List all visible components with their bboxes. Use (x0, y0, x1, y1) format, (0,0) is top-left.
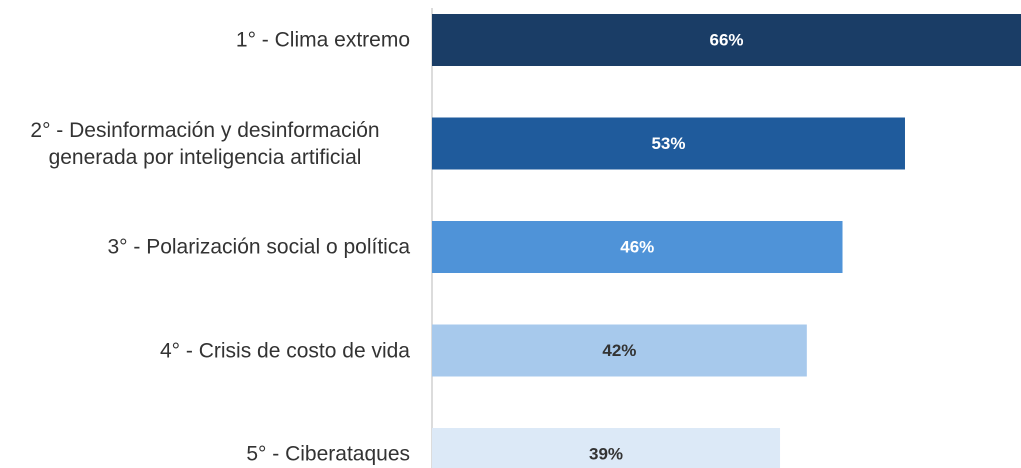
value-label: 46% (620, 237, 654, 256)
bar (432, 117, 905, 170)
bar (432, 221, 843, 273)
category-label: 4° - Crisis de costo de vida (159, 339, 410, 362)
value-label: 39% (589, 444, 623, 463)
value-label: 53% (651, 134, 685, 153)
category-label: 2° - Desinformación y desinformación gen… (30, 118, 380, 169)
bar (432, 324, 807, 377)
bar (432, 14, 1021, 66)
category-label: 1° - Clima extremo (235, 28, 410, 52)
value-label: 42% (602, 341, 636, 360)
category-label: 5° - Ciberataques (246, 442, 410, 466)
value-label: 66% (709, 30, 743, 49)
bar (432, 428, 781, 468)
category-label: 3° - Polarización social o política (107, 235, 410, 259)
